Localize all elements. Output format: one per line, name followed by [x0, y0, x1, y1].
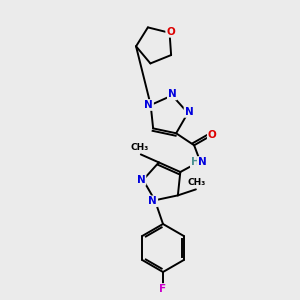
Text: O: O	[166, 27, 175, 37]
Text: N: N	[168, 89, 176, 99]
Text: N: N	[184, 107, 193, 117]
Text: F: F	[159, 284, 167, 294]
Text: N: N	[137, 175, 146, 185]
Text: O: O	[208, 130, 217, 140]
Text: H: H	[191, 157, 200, 167]
Text: N: N	[148, 196, 157, 206]
Text: N: N	[198, 157, 206, 167]
Text: CH₃: CH₃	[188, 178, 206, 188]
Text: N: N	[144, 100, 153, 110]
Text: CH₃: CH₃	[131, 143, 149, 152]
